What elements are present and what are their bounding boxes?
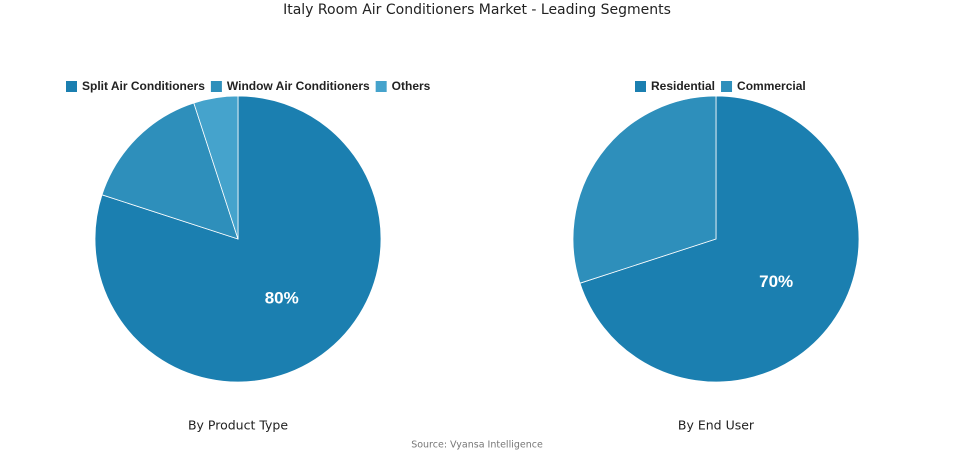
value-label: 80% [265, 289, 299, 308]
value-label: 70% [759, 272, 793, 291]
pie-slice [101, 102, 239, 240]
legend-label: Split Air Conditioners [82, 79, 205, 93]
legend-label: Commercial [737, 79, 806, 93]
chart-subtitle: By Product Type [188, 418, 288, 433]
pie-slice [579, 95, 860, 383]
page-title: Italy Room Air Conditioners Market - Lea… [283, 2, 671, 18]
source: Source: Vyansa Intelligence [411, 440, 543, 451]
legend-label: Others [392, 79, 431, 93]
legend-swatch [721, 81, 733, 92]
pie-slice [572, 95, 717, 284]
legend-swatch [210, 81, 222, 92]
legend-label: Window Air Conditioners [227, 79, 370, 93]
legend-label: Residential [651, 79, 715, 93]
chart-subtitle: By End User [678, 418, 755, 433]
legend-swatch [635, 81, 646, 92]
legend-swatch [66, 81, 77, 92]
pie-slice [193, 95, 239, 240]
legend-swatch [375, 81, 387, 92]
